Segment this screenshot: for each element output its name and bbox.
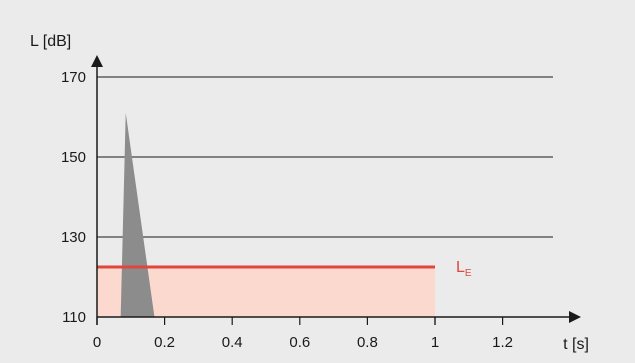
x-tick-label: 1 [431, 334, 439, 351]
y-tick-label: 130 [61, 229, 86, 246]
series-area-layer [97, 113, 435, 317]
x-tick-label: 0.4 [222, 334, 243, 351]
x-tick-label: 0 [93, 334, 101, 351]
tick-layer: 0 0.2 0.4 0.6 0.8 1 1.2 110 130 150 170 [61, 69, 513, 351]
y-axis-label: L [dB] [30, 33, 71, 50]
level-fill-area [97, 267, 435, 317]
x-tick-label: 0.8 [357, 334, 378, 351]
x-tick-label: 0.6 [289, 334, 310, 351]
y-tick-label: 110 [62, 309, 86, 326]
x-tick-label: 0.2 [154, 334, 175, 351]
grid-lines [97, 76, 553, 238]
y-tick-label: 170 [61, 69, 86, 86]
y-tick-label: 150 [61, 149, 86, 166]
x-tick-label: 1.2 [492, 334, 513, 351]
le-annotation: LE [456, 259, 472, 279]
le-annotation-main: L [456, 259, 465, 276]
peak-shape [120, 113, 155, 317]
le-annotation-subscript: E [465, 268, 472, 279]
x-axis-label: t [s] [563, 336, 589, 353]
